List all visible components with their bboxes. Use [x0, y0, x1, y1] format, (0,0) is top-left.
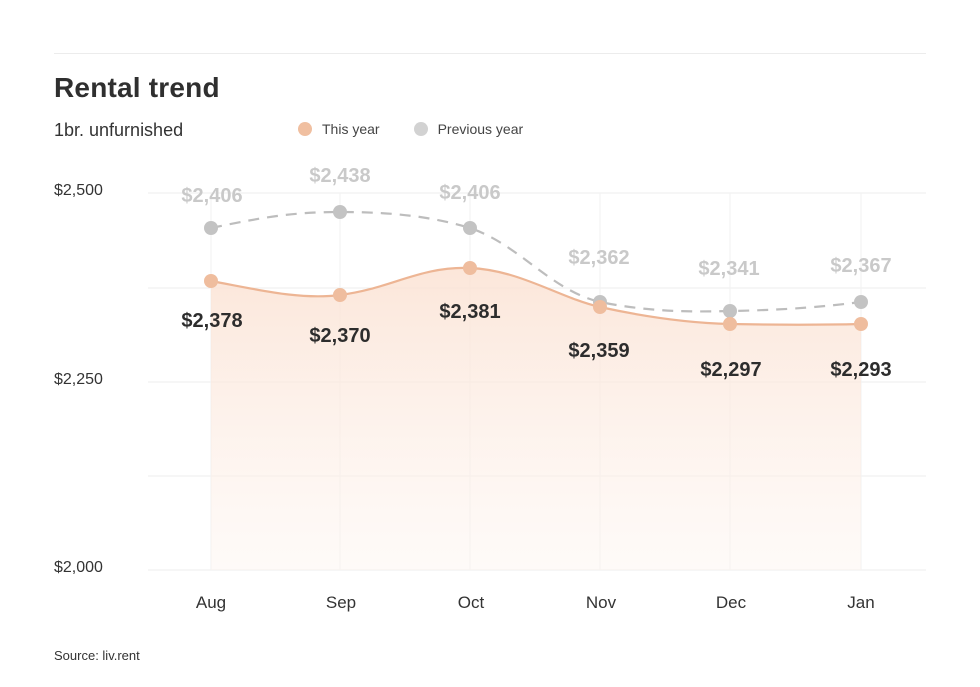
legend-item-this-year: This year — [298, 121, 380, 137]
x-tick: Sep — [325, 593, 357, 612]
this-year-label: $2,370 — [309, 325, 370, 347]
this-year-line — [210, 266, 862, 326]
chart-title: Rental trend — [54, 72, 220, 103]
previous-year-label: $2,406 — [181, 185, 242, 207]
previous-year-label: $2,367 — [830, 255, 891, 277]
this-year-label: $2,381 — [439, 301, 500, 323]
legend-dot-previous-year-icon — [413, 122, 428, 136]
x-tick: Aug — [195, 593, 227, 612]
this-year-label: $2,293 — [830, 359, 891, 381]
previous-year-label: $2,341 — [698, 258, 759, 280]
previous-year-line — [210, 210, 862, 313]
legend-label: Previous year — [437, 121, 524, 137]
legend: This year Previous year — [298, 121, 523, 137]
previous-year-label: $2,438 — [309, 165, 370, 187]
this-year-label: $2,378 — [181, 310, 242, 332]
y-tick: $2,500 — [54, 182, 103, 199]
this-year-label: $2,359 — [568, 340, 629, 362]
this-year-markers — [204, 261, 868, 331]
x-tick: Dec — [715, 593, 747, 612]
x-tick: Jan — [847, 593, 875, 612]
chart-subtitle: 1br. unfurnished — [54, 120, 184, 140]
x-tick: Oct — [457, 593, 485, 612]
legend-dot-this-year-icon — [298, 122, 312, 136]
this-year-label: $2,297 — [700, 359, 761, 381]
this-year-area — [211, 267, 861, 570]
source-note: Source: liv.rent — [54, 648, 140, 663]
previous-year-label: $2,406 — [439, 182, 500, 204]
y-tick: $2,250 — [54, 371, 103, 388]
x-tick: Nov — [585, 593, 617, 612]
previous-year-label: $2,362 — [568, 247, 629, 269]
legend-label: This year — [322, 121, 380, 137]
previous-year-markers — [204, 205, 868, 318]
y-tick: $2,000 — [54, 559, 103, 576]
top-divider — [54, 53, 926, 54]
legend-item-previous-year: Previous year — [413, 121, 524, 137]
